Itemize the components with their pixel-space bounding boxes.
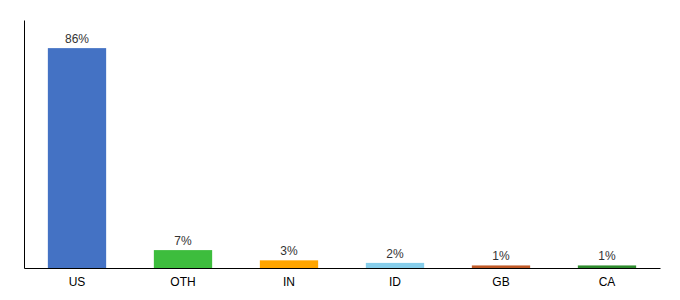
x-tick-label: CA [599, 275, 616, 289]
x-tick-label: IN [283, 275, 295, 289]
data-labels: 86% 7% 3% 2% 1% 1% [65, 32, 616, 263]
bar [154, 250, 212, 268]
bar [48, 48, 106, 268]
x-tick: CA [599, 275, 616, 289]
bar [578, 265, 636, 268]
y-axis [24, 21, 25, 269]
chart: US OTH IN ID GB CA 86% 7% 3% 2% 1% 1% [0, 0, 680, 300]
x-tick: ID [389, 275, 401, 289]
x-tick-label: ID [389, 275, 401, 289]
data-label: 1% [492, 249, 510, 263]
x-tick-label: GB [492, 275, 509, 289]
data-label: 7% [174, 234, 192, 248]
data-label: 2% [386, 247, 404, 261]
x-tick: OTH [170, 275, 195, 289]
x-axis-line [25, 268, 661, 269]
bars [48, 48, 636, 268]
x-tick: US [69, 275, 86, 289]
x-tick-label: US [69, 275, 86, 289]
y-axis-line [24, 21, 25, 269]
data-label: 1% [598, 249, 616, 263]
x-tick: GB [492, 275, 509, 289]
x-axis: US OTH IN ID GB CA [25, 269, 661, 289]
data-label: 3% [280, 244, 298, 258]
bar [472, 265, 530, 268]
bar [260, 260, 318, 268]
x-tick-label: OTH [170, 275, 195, 289]
data-label: 86% [65, 32, 89, 46]
bar [366, 263, 424, 268]
x-tick: IN [283, 275, 295, 289]
plot: US OTH IN ID GB CA 86% 7% 3% 2% 1% 1% [25, 21, 661, 289]
